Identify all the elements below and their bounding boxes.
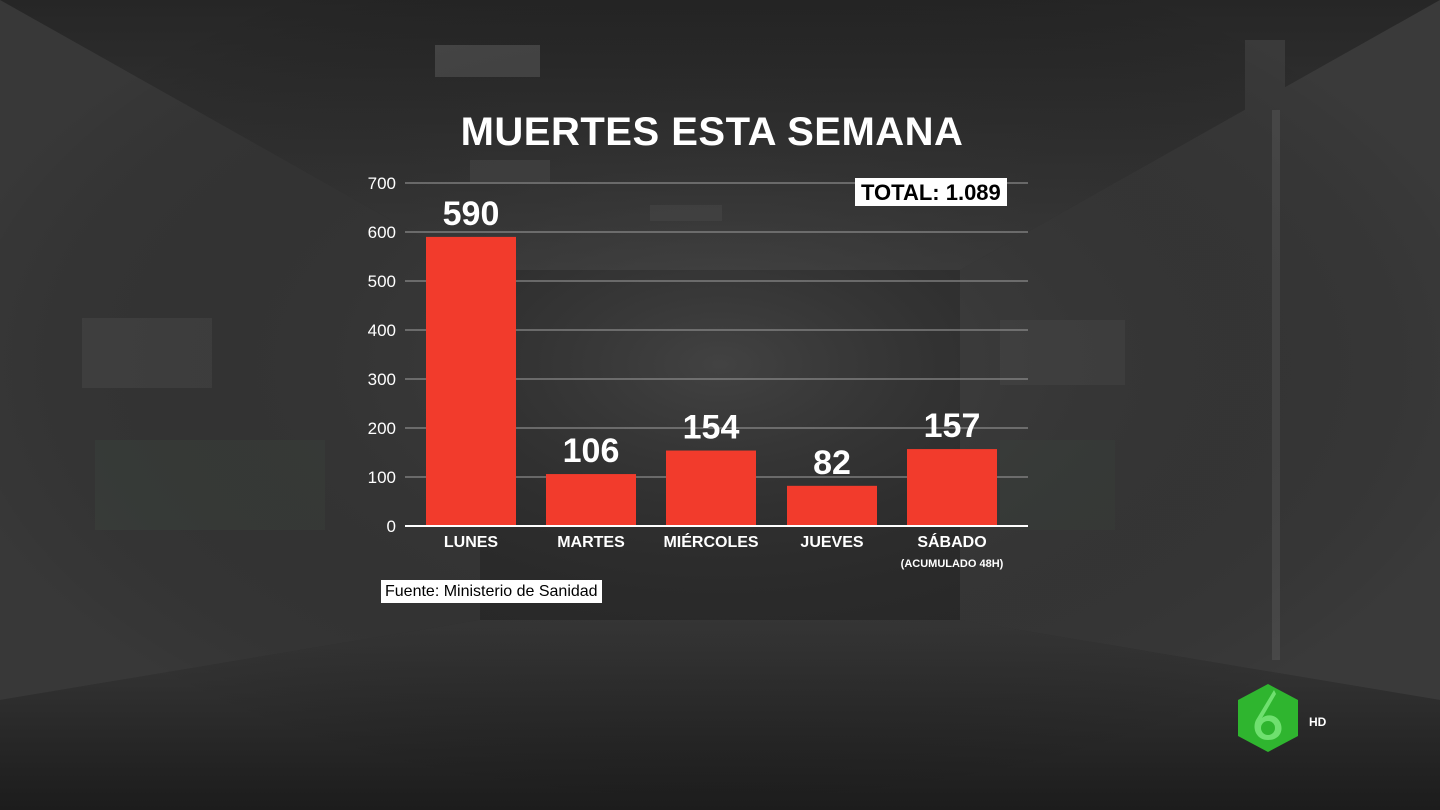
data-label: 106 bbox=[563, 432, 620, 470]
y-axis-tick-labels: 0 100 200 300 400 500 600 700 bbox=[368, 174, 396, 536]
data-labels: 590 106 154 82 157 bbox=[443, 195, 981, 482]
bar bbox=[426, 236, 516, 526]
data-label: 82 bbox=[813, 444, 851, 482]
x-tick-label: SÁBADO bbox=[917, 532, 986, 551]
y-tick-label: 300 bbox=[368, 370, 396, 389]
x-tick-label: JUEVES bbox=[800, 534, 863, 551]
y-tick-label: 700 bbox=[368, 174, 396, 193]
data-label: 157 bbox=[924, 407, 981, 445]
bar bbox=[787, 485, 877, 526]
x-tick-label: MARTES bbox=[557, 534, 625, 551]
total-annotation: TOTAL: 1.089 bbox=[855, 178, 1007, 206]
data-label: 154 bbox=[683, 409, 740, 447]
hd-label: HD bbox=[1309, 715, 1327, 729]
bar bbox=[907, 449, 997, 526]
lasexta-6-logo-icon bbox=[1238, 684, 1298, 752]
chart-title: MUERTES ESTA SEMANA bbox=[460, 110, 964, 154]
y-tick-label: 200 bbox=[368, 419, 396, 438]
x-tick-label: MIÉRCOLES bbox=[663, 532, 758, 551]
y-tick-label: 0 bbox=[387, 517, 396, 536]
y-tick-label: 400 bbox=[368, 321, 396, 340]
bars bbox=[426, 236, 997, 526]
data-label: 590 bbox=[443, 195, 500, 233]
y-tick-label: 500 bbox=[368, 272, 396, 291]
source-label: Fuente: Ministerio de Sanidad bbox=[381, 580, 602, 603]
bar bbox=[546, 474, 636, 526]
x-axis-tick-labels: LUNES MARTES MIÉRCOLES JUEVES SÁBADO (ACUMULA… bbox=[444, 532, 1004, 570]
y-tick-label: 600 bbox=[368, 223, 396, 242]
y-tick-label: 100 bbox=[368, 468, 396, 487]
x-tick-sublabel: (ACUMULADO 48H) bbox=[901, 558, 1004, 570]
x-tick-label: LUNES bbox=[444, 534, 499, 551]
bar bbox=[666, 450, 756, 526]
